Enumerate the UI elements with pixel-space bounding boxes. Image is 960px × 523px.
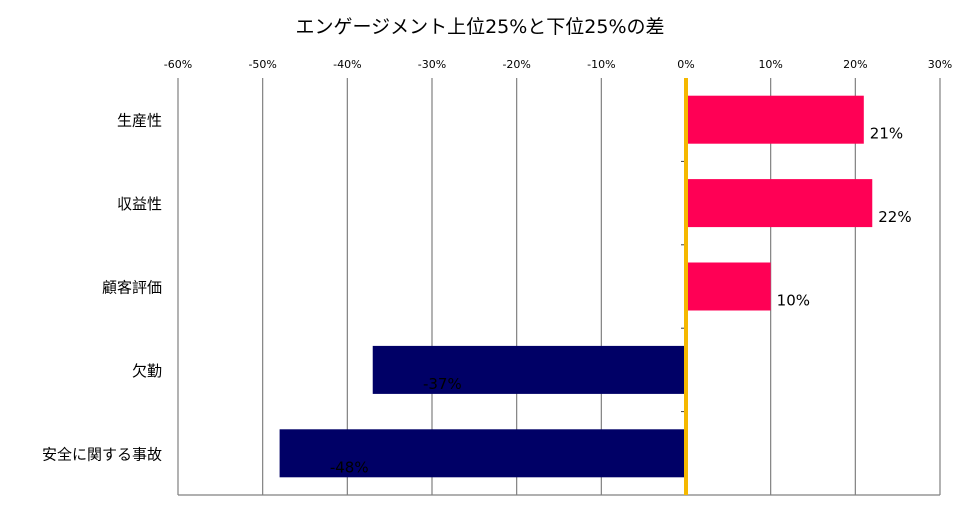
x-tick-label: -50% — [248, 58, 276, 71]
category-label: 生産性 — [117, 112, 162, 130]
data-label: -48% — [330, 458, 369, 476]
data-labels: 21% 22% 10% -37% -48% — [330, 125, 912, 477]
x-tick-label: -30% — [418, 58, 446, 71]
data-label: -37% — [423, 375, 462, 393]
category-label: 収益性 — [117, 195, 162, 213]
chart-title: エンゲージメント上位25%と下位25%の差 — [295, 16, 665, 38]
x-tick-label: -40% — [333, 58, 361, 71]
x-tick-label: 0% — [677, 58, 694, 71]
x-tick-label: -20% — [502, 58, 530, 71]
data-label: 10% — [777, 292, 810, 310]
x-tick-labels: -60% -50% -40% -30% -20% -10% 0% 10% 20% 30% — [164, 58, 952, 71]
x-tick-label: 20% — [843, 58, 867, 71]
bar — [686, 95, 864, 144]
category-label: 欠勤 — [132, 362, 162, 380]
data-label: 22% — [878, 208, 911, 226]
x-tick-label: -10% — [587, 58, 615, 71]
x-tick-label: 30% — [928, 58, 952, 71]
x-tick-label: -60% — [164, 58, 192, 71]
bar — [686, 262, 771, 311]
grid-layer — [177, 78, 941, 496]
data-label: 21% — [870, 125, 903, 143]
bars — [279, 95, 873, 478]
x-tick-label: 10% — [758, 58, 782, 71]
category-label: 顧客評価 — [102, 279, 162, 297]
zero-line-layer — [681, 78, 688, 495]
category-label: 安全に関する事故 — [42, 445, 162, 463]
bar — [372, 345, 686, 394]
bar — [279, 429, 686, 478]
bar — [686, 179, 873, 228]
